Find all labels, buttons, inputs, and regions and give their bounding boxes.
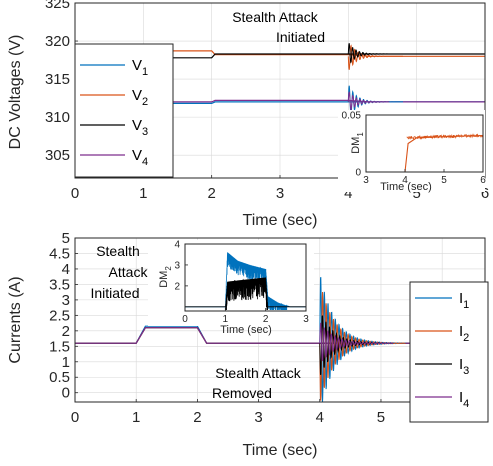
x-tick-label: 3 bbox=[303, 314, 309, 325]
annotation-attack-removed-line1: Stealth Attack bbox=[215, 365, 302, 381]
voltage-legend: V1V2V3V4 bbox=[75, 44, 173, 177]
annotation-attack: Attack bbox=[109, 264, 149, 280]
y-tick-label: 4.5 bbox=[49, 245, 70, 262]
voltage-legend-box bbox=[75, 44, 173, 177]
dm1-x-axis-label: Time (sec) bbox=[380, 181, 432, 193]
x-tick-label: 2 bbox=[193, 409, 201, 426]
y-tick-label: 3 bbox=[62, 292, 70, 309]
y-tick-label: 320 bbox=[45, 33, 70, 50]
annotation-attack-initiated-line1: Stealth Attack bbox=[232, 9, 319, 25]
y-tick-label: 305 bbox=[45, 147, 70, 164]
y-tick-label: 3 bbox=[174, 260, 180, 271]
y-tick-label: 4 bbox=[174, 240, 180, 251]
x-tick-label: 1 bbox=[132, 409, 140, 426]
voltage-x-axis-label: Time (sec) bbox=[243, 212, 318, 229]
x-tick-label: 0 bbox=[182, 314, 188, 325]
y-tick-label: 0 bbox=[62, 385, 70, 402]
x-tick-label: 6 bbox=[480, 175, 486, 186]
dm2-inset: 0123 234 Time (sec) DM2 bbox=[148, 240, 314, 337]
x-tick-label: 1 bbox=[139, 185, 147, 202]
voltage-y-axis-label: DC Voltages (V) bbox=[7, 35, 24, 150]
y-tick-label: 0 bbox=[355, 168, 361, 179]
x-tick-label: 5 bbox=[441, 175, 447, 186]
x-tick-label: 0 bbox=[71, 185, 79, 202]
y-tick-label: 2.5 bbox=[49, 307, 70, 324]
y-tick-label: 3.5 bbox=[49, 276, 70, 293]
y-tick-label: 325 bbox=[45, 0, 70, 12]
annotation-initiated: Initiated bbox=[90, 285, 139, 301]
current-chart: 0123456 00.511.522.533.544.55 Time (sec)… bbox=[7, 230, 488, 459]
y-tick-label: 2 bbox=[62, 323, 70, 340]
dm2-x-axis-label: Time (sec) bbox=[220, 324, 272, 336]
y-tick-label: 0.5 bbox=[49, 369, 70, 386]
x-tick-label: 3 bbox=[254, 409, 262, 426]
current-legend-box bbox=[410, 282, 488, 422]
voltage-chart: 0123456 305310315320325 Time (sec) DC Vo… bbox=[7, 0, 489, 229]
x-tick-label: 5 bbox=[377, 409, 385, 426]
y-tick-label: 1.5 bbox=[49, 338, 70, 355]
y-tick-label: 315 bbox=[45, 71, 70, 88]
y-tick-label: 310 bbox=[45, 109, 70, 126]
y-tick-label: 0.05 bbox=[342, 111, 362, 122]
current-x-axis-label: Time (sec) bbox=[243, 442, 318, 459]
series-transient-V2 bbox=[348, 46, 403, 70]
y-tick-label: 4 bbox=[62, 261, 70, 278]
y-tick-label: 1 bbox=[62, 354, 70, 371]
annotation-attack-removed-line2: Removed bbox=[212, 385, 272, 401]
current-legend: I1I2I3I4 bbox=[410, 282, 488, 422]
x-tick-label: 3 bbox=[363, 175, 369, 186]
y-tick-label: 5 bbox=[62, 230, 70, 247]
voltage-y-ticks: 305 310 315 320 325 bbox=[45, 0, 78, 164]
annotation-attack-initiated-line2: Initiated bbox=[276, 29, 325, 45]
y-tick-label: 2 bbox=[174, 281, 180, 292]
x-tick-label: 4 bbox=[316, 409, 324, 426]
dm1-inset: 3456 00.05 Time (sec) DM1 bbox=[338, 110, 486, 193]
current-x-ticks: 0123456 bbox=[71, 399, 447, 426]
x-tick-label: 2 bbox=[207, 185, 215, 202]
current-y-ticks: 00.511.522.533.544.55 bbox=[49, 230, 78, 402]
current-y-axis-label: Currents (A) bbox=[7, 276, 24, 363]
x-tick-label: 3 bbox=[276, 185, 284, 202]
annotation-stealth: Stealth bbox=[96, 243, 140, 259]
x-tick-label: 0 bbox=[71, 409, 79, 426]
